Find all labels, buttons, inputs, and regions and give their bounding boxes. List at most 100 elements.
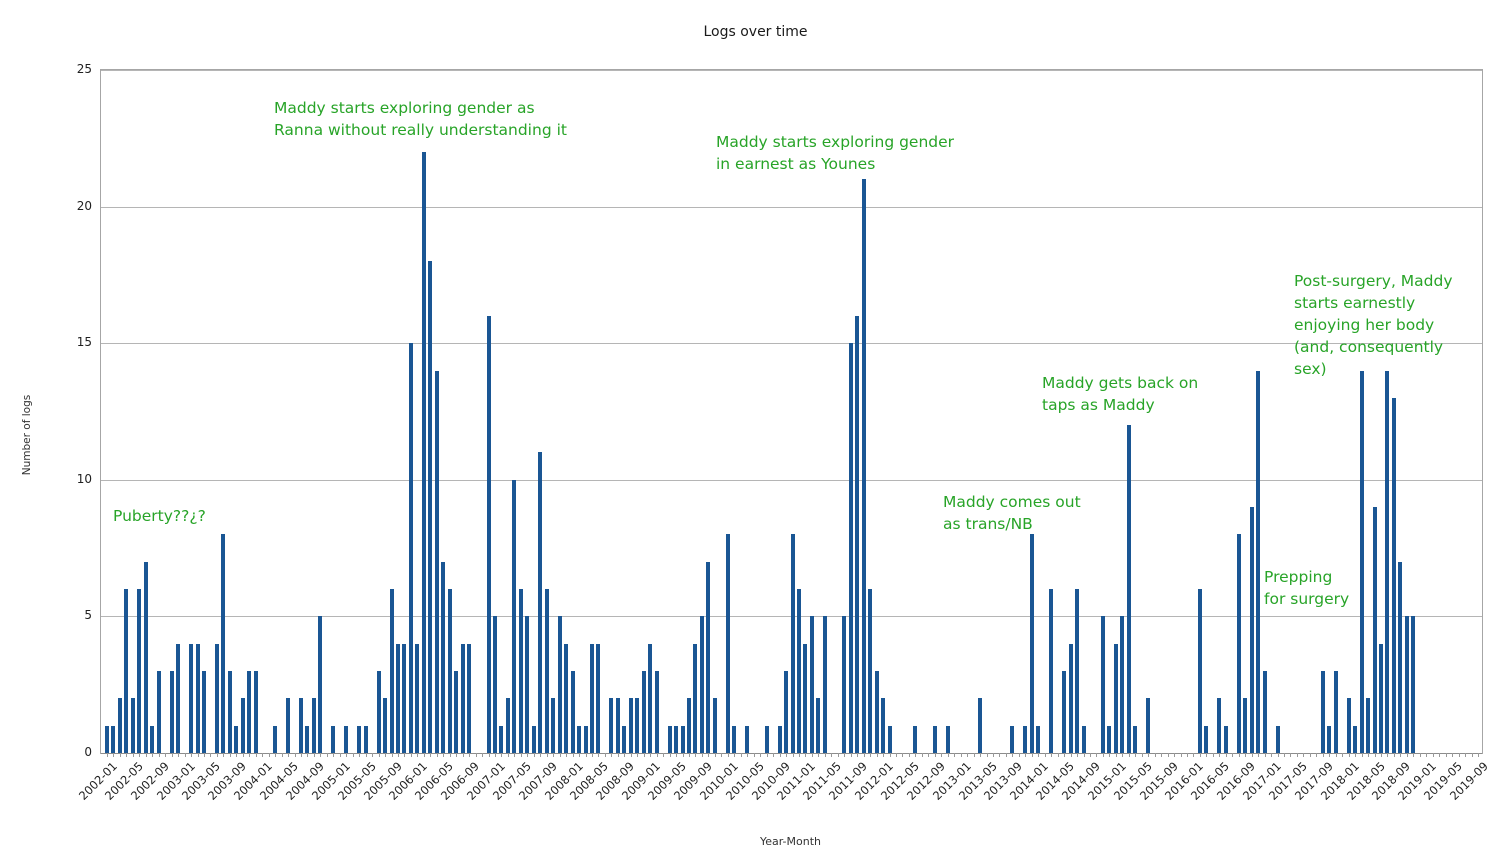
bar-2008-07 xyxy=(609,698,614,753)
x-tick-2008-08 xyxy=(617,753,619,757)
bar-2009-04 xyxy=(667,725,672,753)
x-tick-2006-07 xyxy=(456,753,458,757)
x-tick-2014-08 xyxy=(1083,753,1085,757)
bar-2014-11 xyxy=(1100,616,1105,753)
x-tick-2009-06 xyxy=(682,753,684,757)
bar-2002-02 xyxy=(111,725,116,753)
bar-2004-05 xyxy=(286,698,291,753)
x-tick-2005-01 xyxy=(339,753,341,757)
x-tick-2007-02 xyxy=(501,753,503,757)
x-tick-2002-06 xyxy=(139,753,141,757)
bar-2007-05 xyxy=(518,589,523,753)
x-tick-2017-08 xyxy=(1316,753,1318,757)
x-axis-line xyxy=(101,753,1482,754)
x-tick-2011-04 xyxy=(824,753,826,757)
bar-2016-06 xyxy=(1223,725,1228,753)
x-tick-2003-04 xyxy=(204,753,205,757)
bar-2002-09 xyxy=(156,671,161,753)
chart-title: Logs over time xyxy=(703,24,808,40)
bar-2009-06 xyxy=(680,725,685,753)
x-tick-2007-07 xyxy=(533,753,535,757)
x-tick-2002-07 xyxy=(145,753,147,757)
bar-2011-07 xyxy=(842,616,847,753)
x-tick-2005-11 xyxy=(404,753,406,757)
x-tick-2016-03 xyxy=(1206,753,1208,757)
x-tick-2014-10 xyxy=(1096,753,1098,757)
x-tick-2008-04 xyxy=(592,753,594,757)
x-tick-2014-05 xyxy=(1064,753,1066,757)
x-tick-2006-05 xyxy=(443,753,445,757)
bar-2014-05 xyxy=(1062,671,1067,753)
x-tick-2006-04 xyxy=(436,753,438,757)
bar-2006-01 xyxy=(415,643,420,753)
x-tick-2005-03 xyxy=(352,753,354,757)
x-tick-2002-02 xyxy=(113,753,115,757)
x-tick-2019-09 xyxy=(1478,753,1479,757)
bar-2012-09 xyxy=(932,725,937,753)
x-tick-2005-12 xyxy=(410,753,412,757)
x-tick-2005-04 xyxy=(359,753,361,757)
x-tick-2017-05 xyxy=(1296,753,1298,757)
x-tick-2002-03 xyxy=(119,753,121,757)
x-tick-2016-05 xyxy=(1219,753,1221,757)
bar-2005-08 xyxy=(383,698,388,753)
bar-2008-08 xyxy=(615,698,620,753)
x-tick-2014-09 xyxy=(1089,753,1091,757)
bar-2009-08 xyxy=(693,643,698,753)
x-tick-2015-12 xyxy=(1186,753,1188,757)
bar-2003-06 xyxy=(214,643,219,753)
bar-2005-02 xyxy=(344,725,349,753)
x-tick-2006-01 xyxy=(417,753,419,757)
x-tick-2005-07 xyxy=(378,753,380,757)
bar-2011-02 xyxy=(809,616,814,753)
bar-2011-03 xyxy=(816,698,821,753)
bar-2016-08 xyxy=(1236,534,1241,753)
x-tick-2010-10 xyxy=(786,753,788,757)
bar-2009-11 xyxy=(712,698,717,753)
annotation-7: Post-surgery, Maddy starts earnestly enj… xyxy=(1294,272,1453,378)
x-tick-2011-10 xyxy=(863,753,865,757)
x-tick-2011-08 xyxy=(850,753,852,757)
y-gridline-20 xyxy=(101,206,1482,208)
x-tick-2019-04 xyxy=(1445,753,1447,757)
x-tick-2014-02 xyxy=(1044,753,1046,757)
bar-2007-06 xyxy=(525,616,530,753)
bar-2007-02 xyxy=(499,725,504,753)
bar-2015-01 xyxy=(1113,643,1118,753)
bar-2018-07 xyxy=(1385,370,1390,753)
bar-2018-03 xyxy=(1359,370,1364,753)
bar-2008-04 xyxy=(590,643,595,753)
x-tick-2007-06 xyxy=(527,753,529,757)
x-tick-2007-10 xyxy=(553,753,555,757)
bar-2004-09 xyxy=(311,698,316,753)
x-tick-2007-04 xyxy=(514,753,516,757)
bar-2002-03 xyxy=(117,698,122,753)
bar-2005-05 xyxy=(363,725,368,753)
x-tick-2011-07 xyxy=(844,753,846,757)
x-tick-2009-10 xyxy=(708,753,710,757)
x-tick-2006-08 xyxy=(462,753,464,757)
bar-2011-11 xyxy=(868,589,873,753)
x-tick-2002-05 xyxy=(132,753,134,757)
x-tick-2009-03 xyxy=(663,753,665,757)
x-tick-2011-01 xyxy=(805,753,807,757)
x-tick-2017-06 xyxy=(1303,753,1305,757)
x-tick-2012-03 xyxy=(895,753,897,757)
x-tick-2013-03 xyxy=(973,753,975,757)
x-tick-2018-03 xyxy=(1361,753,1363,757)
x-tick-2018-08 xyxy=(1393,753,1395,757)
y-tick-label-5: 5 xyxy=(84,608,92,623)
bar-2004-07 xyxy=(299,698,303,753)
x-tick-2006-03 xyxy=(430,753,432,757)
x-tick-2013-07 xyxy=(999,753,1001,757)
x-tick-2002-04 xyxy=(126,753,128,757)
x-tick-2011-06 xyxy=(837,753,839,757)
x-tick-2008-03 xyxy=(585,753,587,757)
bar-2016-02 xyxy=(1197,589,1202,753)
y-tick-label-15: 15 xyxy=(76,335,92,350)
x-tick-2005-09 xyxy=(391,753,393,757)
x-tick-2016-06 xyxy=(1225,753,1227,757)
bar-2006-04 xyxy=(434,370,439,753)
annotation-4: Maddy comes out as trans/NB xyxy=(943,493,1081,533)
x-tick-2014-03 xyxy=(1051,753,1053,757)
